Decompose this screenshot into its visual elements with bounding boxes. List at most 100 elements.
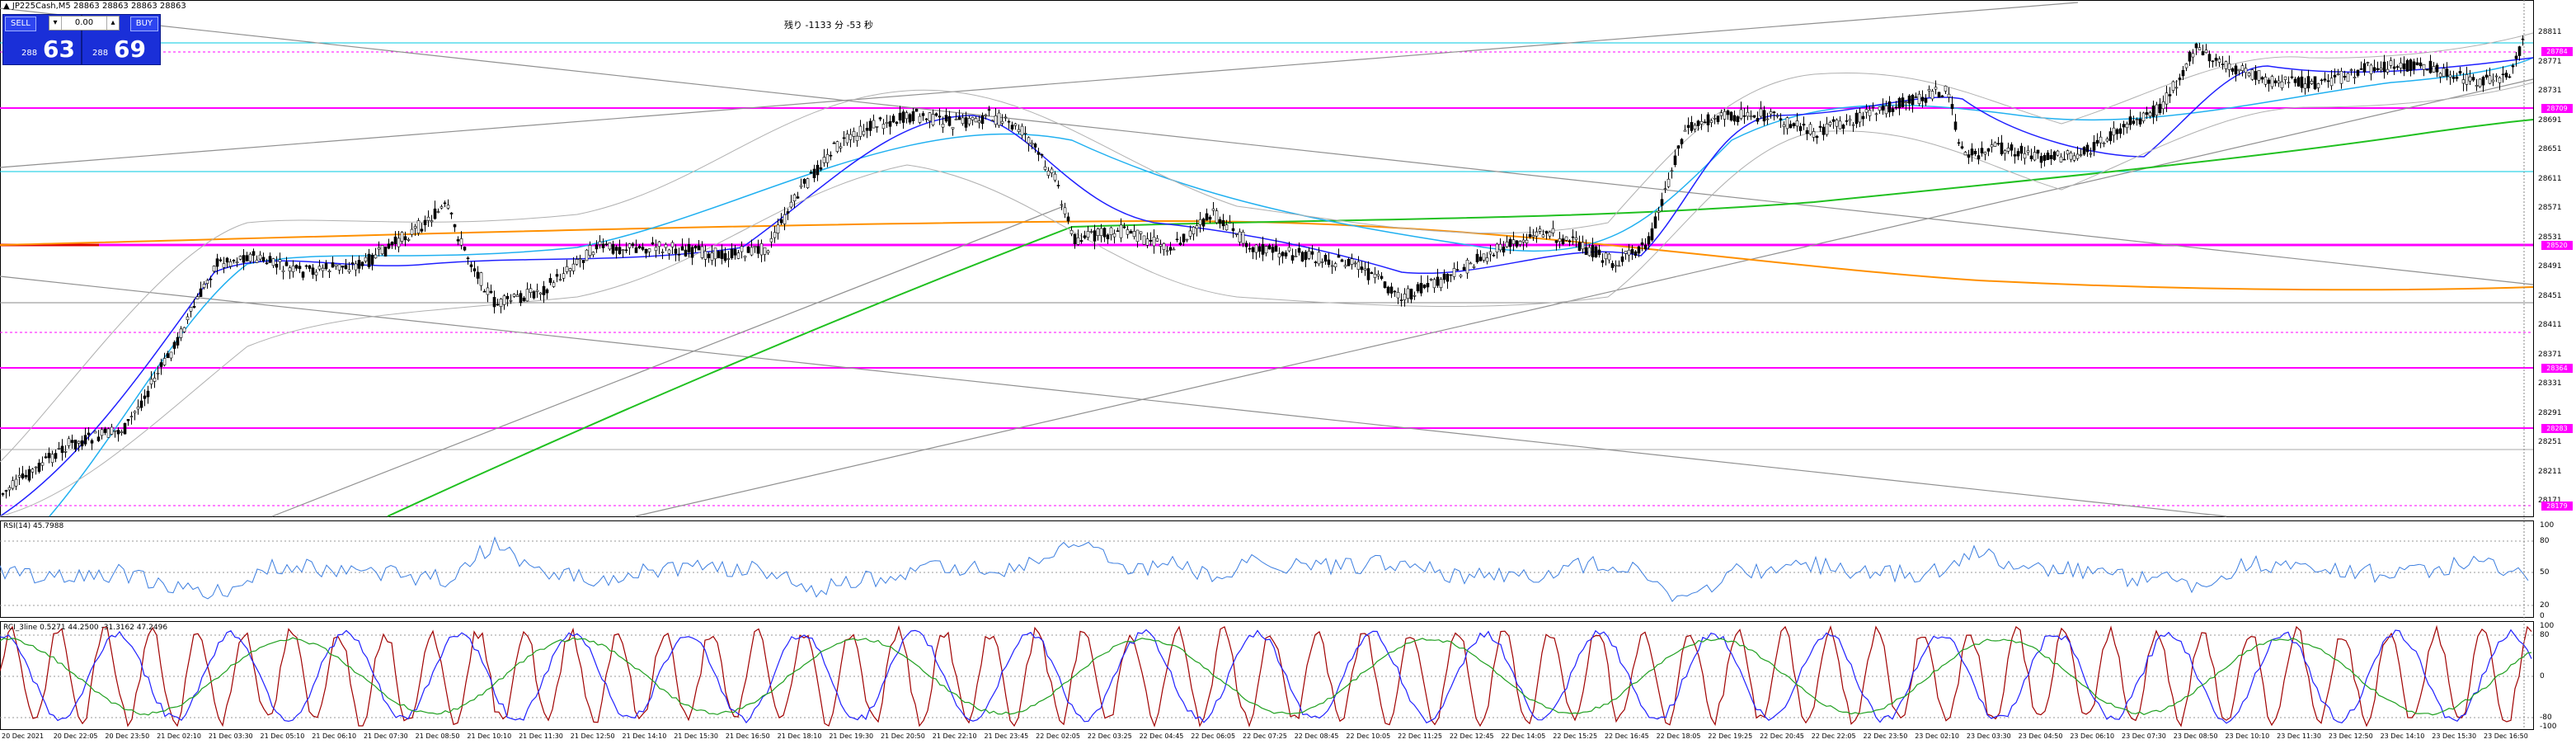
candle-body [687,244,691,252]
candle-body [397,238,401,247]
candle-body [2395,66,2400,68]
candle-body [370,254,374,265]
candle-body [1102,228,1107,238]
candle-body [802,179,806,184]
candle-body [1383,281,1387,289]
price-axis-label: 28651 [2538,145,2562,153]
candle-body [1676,145,1681,149]
candle-body [1792,123,1796,127]
candle-body [1030,142,1034,145]
candle-body [139,400,143,408]
candle-body [578,258,582,261]
candle-body [258,254,262,260]
price-axis-label: 28291 [2538,408,2562,417]
candle-body [301,271,305,278]
candle-body [212,266,216,272]
candle-body [1337,255,1341,258]
candle-body [1159,244,1163,247]
candle-body [2052,151,2057,160]
candle-body [466,257,470,259]
candle-body [222,263,226,268]
candle-body [1459,275,1463,277]
lot-increase-icon[interactable]: ▴ [106,16,119,30]
price-axis-label: 28771 [2538,57,2562,66]
candle-body [1017,129,1021,132]
main-panel [0,0,2534,517]
sell-button[interactable]: SELL [5,16,36,31]
price-tag: 28784 [2541,47,2573,56]
candle-body [529,288,533,294]
candle-body [2386,68,2390,73]
candle-body [1366,268,1370,280]
price-tag: 28520 [2541,241,2573,250]
candle-body [2326,80,2330,82]
buy-button[interactable]: BUY [129,16,158,31]
candle-body [1927,89,1931,92]
candle-body [2000,142,2004,155]
candle-body [1439,279,1443,289]
candle-body [634,247,638,253]
candle-body [2310,81,2314,84]
candle-body [413,226,417,229]
candle-body [1647,236,1651,245]
candle-body [14,478,18,487]
candle-body [1640,242,1644,245]
candle-body [759,243,764,256]
candle-body [232,260,236,261]
candle-body [832,142,836,144]
candle-body [436,211,440,213]
candle-body [1373,273,1377,278]
sell-box[interactable]: SELL 288 63 [2,14,82,65]
candle-body [1073,233,1077,245]
candle-body [2026,150,2030,153]
time-axis-label: 22 Dec 19:25 [1708,732,1753,740]
candle-body [720,250,724,259]
lot-decrease-icon[interactable]: ▾ [49,16,62,30]
time-axis-label: 20 Dec 22:05 [53,732,98,740]
candle-body [2174,87,2179,89]
candle-body [677,254,681,256]
candle-body [1650,228,1654,241]
candle-body [693,246,698,249]
candle-body [2201,51,2205,55]
candle-body [726,258,731,260]
horizontal-levels [0,42,2533,506]
candle-body [1119,224,1123,238]
candle-body [1198,219,1202,225]
candle-body [294,265,298,269]
candle-body [1168,247,1173,251]
candle-body [1686,125,1690,128]
candle-body [1310,251,1314,255]
candle-body [443,202,447,205]
candle-body [1518,241,1522,245]
candle-body [1960,146,1964,148]
candle-body [1924,97,1928,103]
lot-size-field[interactable]: ▾ 0.00 ▴ [49,16,120,31]
candle-body [601,243,605,248]
candle-body [182,327,186,332]
candle-body [1901,97,1905,108]
candle-body [238,256,242,260]
candle-body [2475,85,2479,87]
candle-body [2184,64,2188,68]
candle-body [1376,274,1380,276]
candle-body [93,431,97,434]
candle-body [1086,231,1090,238]
candle-body [1238,231,1242,243]
candle-body [67,438,71,446]
candle-body [1868,110,1872,116]
stoch-axis-label: -100 [2540,723,2557,731]
candle-body [1389,286,1394,294]
candle-body [885,122,889,124]
candle-body [1172,248,1176,251]
candle-body [1261,243,1265,255]
candle-body [1290,255,1295,261]
time-axis-label: 23 Dec 02:10 [1915,732,1960,740]
candle-body [1525,239,1529,243]
stoch-green-line [0,637,2532,716]
lot-value[interactable]: 0.00 [74,18,94,27]
candle-body [1983,152,1987,155]
candle-body [1993,142,1997,147]
candle-body [1897,97,1901,109]
